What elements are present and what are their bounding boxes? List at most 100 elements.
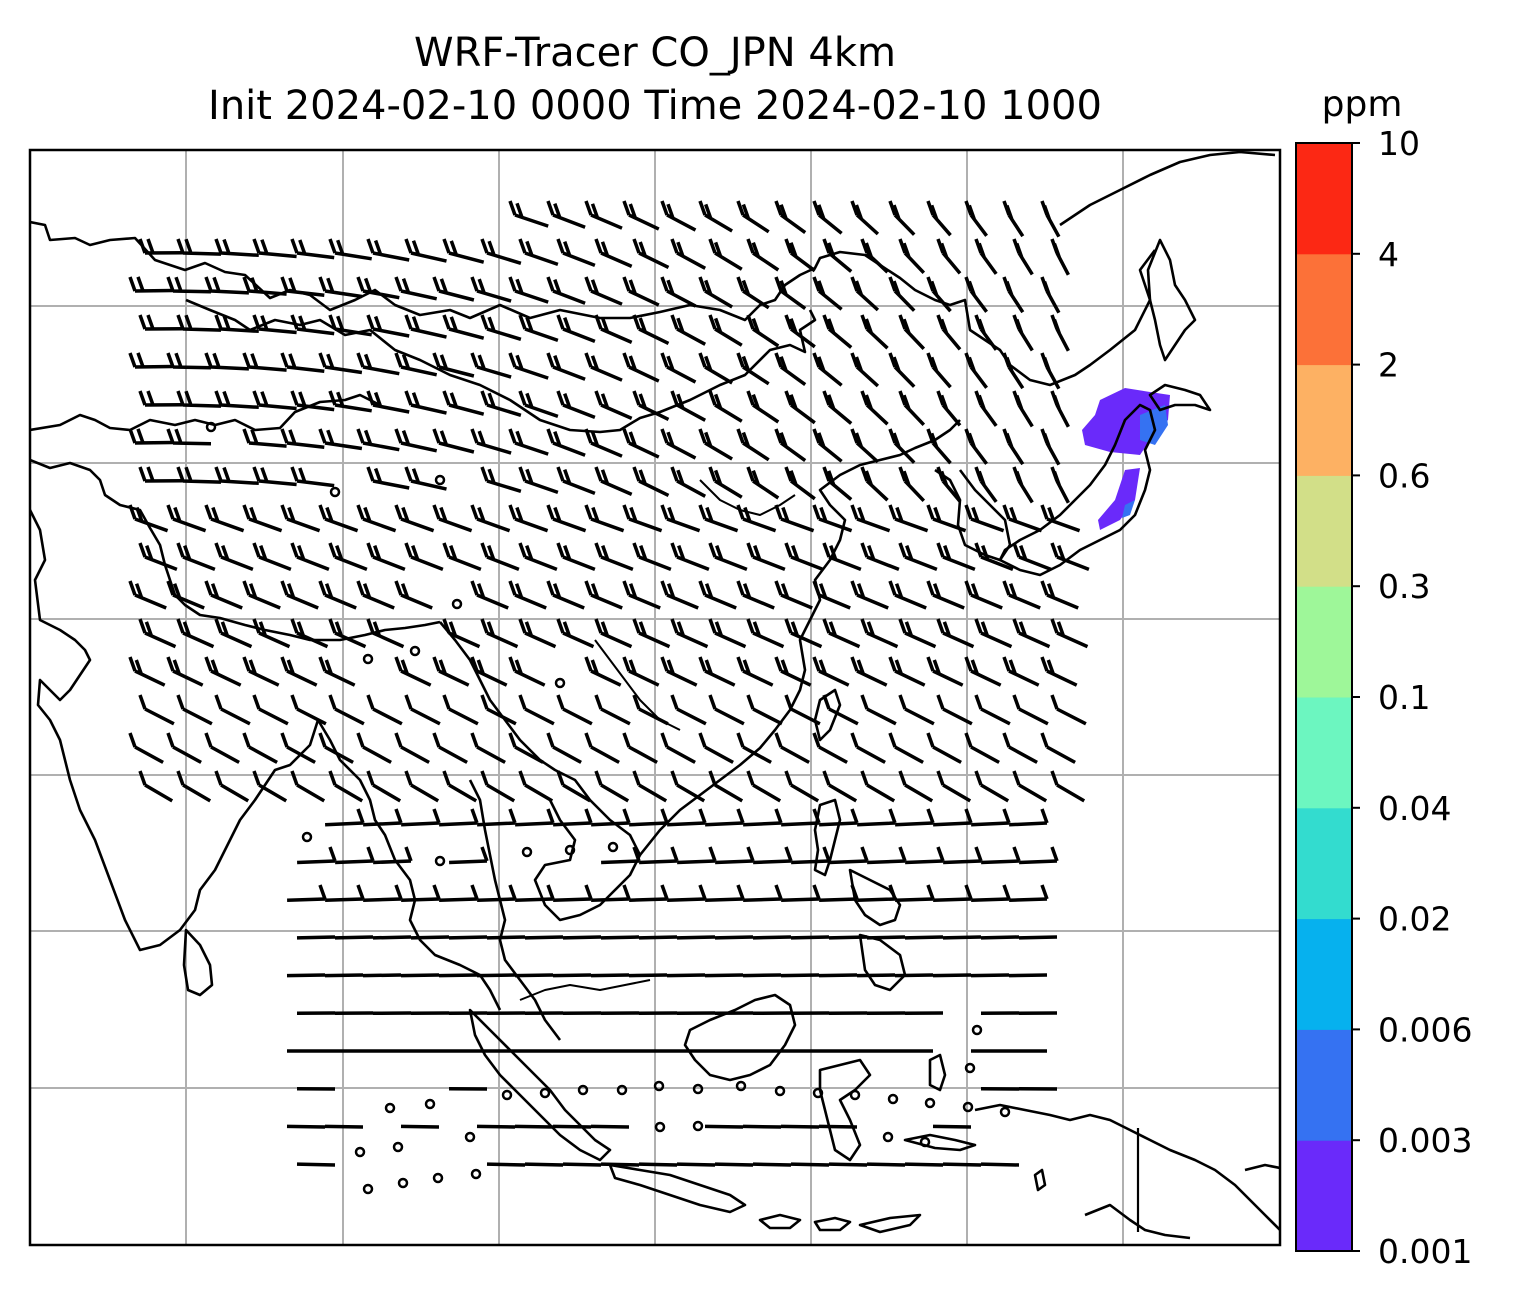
- wind-barb: [290, 694, 327, 726]
- wind-barb: [404, 238, 447, 263]
- wind-barb: [926, 352, 952, 389]
- wind-barb: [176, 542, 216, 572]
- wind-barb: [743, 808, 783, 827]
- co-tracer-plume: [1082, 388, 1170, 530]
- wind-barb: [176, 770, 212, 803]
- wind-barb: [774, 732, 810, 764]
- wind-barb: [943, 846, 983, 865]
- wind-barb: [508, 428, 549, 456]
- calm-wind-circle: [962, 1101, 974, 1113]
- calm-wind-circle: [692, 1083, 704, 1095]
- wind-barb: [297, 846, 337, 865]
- wind-barb: [746, 238, 780, 272]
- wind-barb: [736, 504, 777, 533]
- wind-barb: [974, 694, 1011, 726]
- wind-barb: [556, 390, 596, 420]
- wind-barb: [1050, 314, 1070, 352]
- wind-barb: [296, 1162, 336, 1167]
- wind-barb: [774, 580, 813, 610]
- wind-barb: [439, 808, 479, 827]
- wind-barb: [546, 732, 582, 764]
- wind-barb: [942, 1162, 982, 1167]
- calm-wind-circle: [812, 1087, 824, 1099]
- wind-barb: [888, 352, 916, 388]
- wind-barb: [438, 973, 478, 978]
- colorbar-segment: [1296, 697, 1352, 809]
- colorbar-tick-label: 0.1: [1378, 678, 1430, 717]
- wind-barb: [518, 238, 559, 267]
- wind-barb: [442, 770, 478, 803]
- wind-barb: [318, 276, 363, 299]
- wind-barb: [1040, 428, 1061, 466]
- wind-barb: [705, 808, 745, 827]
- wind-barb: [508, 276, 549, 304]
- wind-barb: [660, 656, 698, 687]
- wind-barb: [812, 656, 850, 687]
- wind-barb: [552, 973, 592, 978]
- wind-barb: [470, 352, 512, 379]
- wind-barb: [204, 352, 249, 371]
- wind-barb: [743, 884, 783, 902]
- wind-barb: [442, 542, 482, 572]
- wind-barb: [1002, 504, 1043, 533]
- wind-barb: [784, 770, 820, 803]
- wind-barb: [926, 200, 952, 237]
- wind-barb: [128, 504, 169, 533]
- wind-barb: [366, 694, 403, 726]
- wind-barb: [698, 200, 733, 233]
- wind-barb: [404, 694, 441, 726]
- wind-barb: [898, 542, 938, 572]
- wind-barb: [698, 352, 733, 385]
- wind-barb: [898, 466, 926, 503]
- wind-barb: [394, 656, 432, 687]
- calm-wind-circle: [654, 1121, 666, 1133]
- wind-barb: [676, 935, 716, 940]
- wind-barb: [556, 238, 596, 268]
- wind-barb: [1040, 732, 1076, 764]
- wind-barb: [774, 428, 807, 463]
- wind-barb: [594, 770, 630, 803]
- calm-wind-circle: [354, 1146, 366, 1158]
- wind-barb: [439, 884, 479, 902]
- wind-barb: [280, 580, 319, 610]
- wind-barb: [1002, 352, 1025, 390]
- wind-barb: [470, 656, 508, 687]
- wind-barb: [632, 770, 668, 803]
- wind-barb: [280, 504, 321, 533]
- wind-barb: [780, 973, 820, 978]
- colorbar-segment: [1296, 364, 1352, 476]
- wind-barb: [318, 428, 363, 451]
- wind-barb: [936, 694, 973, 726]
- wind-barb: [480, 238, 522, 265]
- wind-barb: [138, 466, 184, 483]
- wind-barb: [822, 238, 853, 273]
- wind-barb: [705, 884, 745, 902]
- wind-barb: [366, 466, 410, 490]
- wind-barb: [363, 808, 403, 827]
- wind-barb: [708, 542, 748, 572]
- wind-barb: [214, 542, 254, 572]
- wind-barb: [394, 352, 438, 377]
- wind-barb: [584, 580, 623, 610]
- wind-barb: [822, 466, 853, 501]
- wind-barb: [442, 694, 479, 726]
- wind-barb: [822, 694, 859, 726]
- wind-barb: [622, 276, 660, 307]
- wind-barb: [888, 200, 916, 236]
- wind-barb: [432, 504, 473, 533]
- wind-barb: [480, 770, 516, 803]
- wind-barb: [176, 314, 222, 332]
- wind-barb: [204, 656, 242, 687]
- wind-barb: [432, 276, 475, 302]
- wind-barb: [318, 732, 354, 764]
- wind-barb: [486, 1162, 526, 1167]
- wind-barb: [214, 314, 259, 334]
- wind-barb: [546, 428, 586, 457]
- wind-barb: [791, 846, 831, 865]
- wind-barb: [518, 694, 555, 726]
- wind-barb: [933, 884, 973, 902]
- wind-barb: [442, 390, 485, 416]
- wind-barb: [556, 314, 596, 344]
- wind-barb: [974, 618, 1013, 649]
- wind-barb: [784, 694, 821, 726]
